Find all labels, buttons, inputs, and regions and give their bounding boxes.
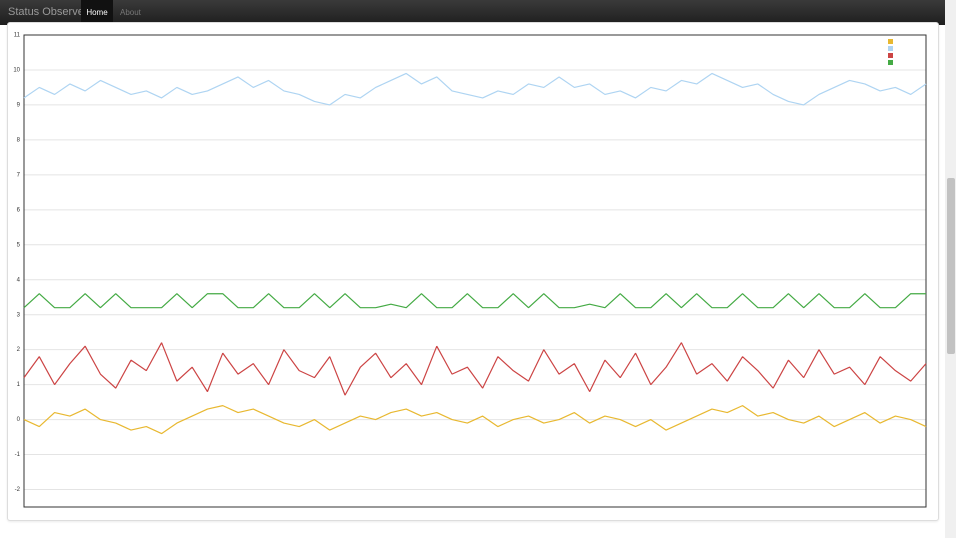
legend-swatch [888, 53, 893, 58]
series-line [23, 342, 927, 396]
plot-frame [23, 34, 927, 508]
y-tick-label: 6 [17, 207, 21, 213]
y-tick-label: 11 [14, 33, 21, 39]
y-tick-label: 2 [17, 347, 21, 353]
series-line [23, 293, 926, 309]
y-tick-label: 0 [17, 417, 21, 423]
legend-swatch [888, 46, 893, 51]
series-line [23, 72, 927, 106]
chart: -2 -1 0 1 2 3 4 5 6 7 8 9 10 11 [13, 33, 927, 508]
y-tick-label: 10 [13, 68, 20, 74]
y-tick-label: 5 [17, 242, 21, 248]
series-line [23, 405, 927, 435]
legend-swatch [888, 39, 893, 44]
navbar: Status Observer Home About [0, 0, 945, 25]
y-tick-label: 1 [17, 382, 21, 388]
brand[interactable]: Status Observer [8, 6, 88, 18]
y-tick-label: 3 [17, 312, 21, 318]
y-tick-label: 8 [17, 137, 21, 143]
y-tick-label: -1 [15, 452, 21, 458]
y-tick-label: -2 [15, 487, 21, 493]
y-tick-label: 4 [17, 277, 21, 283]
legend-swatch [888, 60, 893, 65]
nav-about[interactable]: About [120, 8, 141, 17]
y-tick-label: 7 [17, 172, 21, 178]
scrollbar-thumb[interactable] [947, 178, 955, 354]
nav-home[interactable]: Home [81, 0, 113, 25]
y-tick-label: 9 [17, 103, 21, 109]
